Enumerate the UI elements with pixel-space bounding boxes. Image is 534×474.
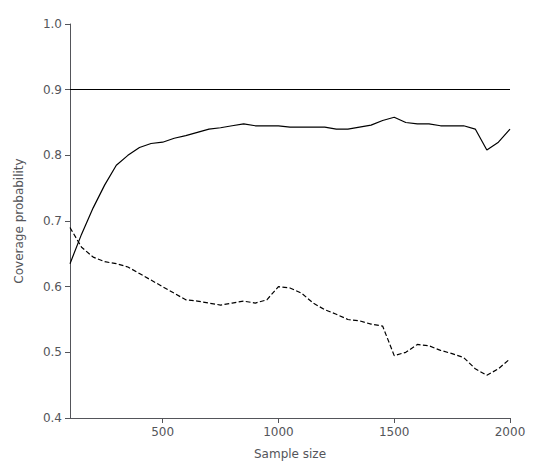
svg-text:0.6: 0.6 [43, 280, 62, 294]
svg-text:0.7: 0.7 [43, 214, 62, 228]
svg-text:0.8: 0.8 [43, 148, 62, 162]
svg-text:1.0: 1.0 [43, 17, 62, 31]
svg-text:0.5: 0.5 [43, 345, 62, 359]
svg-text:0.9: 0.9 [43, 83, 62, 97]
svg-text:2000: 2000 [495, 425, 526, 439]
svg-text:Sample size: Sample size [254, 447, 326, 461]
svg-text:0.4: 0.4 [43, 411, 62, 425]
svg-text:1500: 1500 [379, 425, 410, 439]
svg-text:500: 500 [151, 425, 174, 439]
svg-text:Coverage probability: Coverage probability [12, 158, 26, 283]
svg-text:1000: 1000 [263, 425, 294, 439]
